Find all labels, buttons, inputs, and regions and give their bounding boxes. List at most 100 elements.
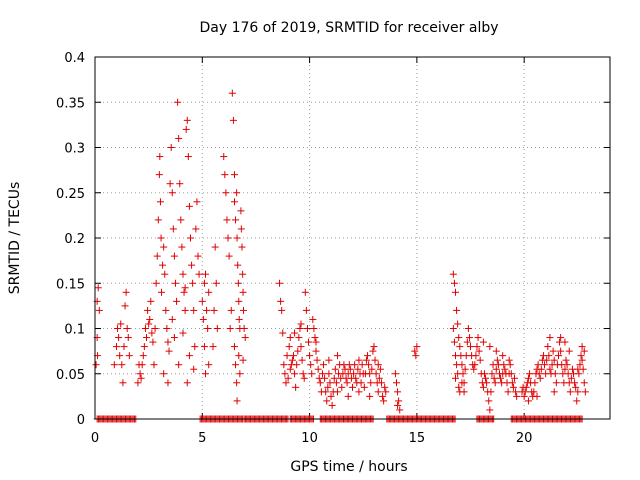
- data-point: [224, 234, 232, 242]
- data-point: [460, 388, 468, 396]
- data-point: [349, 383, 356, 391]
- data-point: [512, 388, 520, 396]
- data-point: [338, 383, 346, 391]
- data-point: [289, 352, 297, 360]
- data-point: [355, 356, 363, 364]
- data-point: [551, 370, 559, 378]
- data-point: [365, 361, 373, 369]
- data-point: [203, 306, 211, 314]
- data-point: [500, 361, 508, 369]
- data-point: [380, 397, 388, 405]
- data-point: [162, 306, 170, 314]
- data-point: [171, 279, 179, 287]
- data-point: [146, 315, 154, 323]
- data-point: [94, 284, 102, 292]
- data-point: [355, 388, 363, 396]
- data-point: [511, 374, 519, 382]
- data-point: [152, 279, 160, 287]
- data-point: [115, 334, 123, 342]
- chart-title: Day 176 of 2019, SRMTID for receiver alb…: [199, 20, 498, 36]
- data-point: [452, 374, 459, 382]
- data-point: [236, 370, 244, 378]
- data-point: [350, 370, 358, 378]
- data-point: [358, 361, 366, 369]
- data-point: [332, 379, 340, 387]
- y-tick-label: 0.35: [56, 96, 85, 111]
- data-point: [471, 361, 479, 369]
- data-point: [161, 270, 169, 278]
- data-point: [452, 352, 459, 360]
- data-point: [567, 374, 575, 382]
- data-point: [351, 361, 359, 369]
- data-point: [198, 297, 206, 305]
- data-point: [200, 279, 208, 287]
- data-point: [581, 388, 589, 396]
- data-point: [561, 338, 569, 346]
- data-point: [285, 343, 293, 351]
- x-tick-label: 15: [409, 431, 426, 446]
- data-point: [506, 361, 514, 369]
- data-point: [394, 401, 402, 409]
- data-point: [284, 374, 292, 382]
- data-point: [474, 334, 482, 342]
- data-point: [117, 320, 125, 328]
- x-tick-label: 0: [91, 431, 99, 446]
- data-point: [343, 379, 351, 387]
- data-point: [524, 397, 532, 405]
- data-point: [183, 379, 191, 387]
- data-point: [366, 392, 374, 400]
- data-point: [200, 343, 208, 351]
- data-point: [168, 315, 176, 323]
- data-point: [155, 171, 163, 179]
- data-point: [327, 392, 335, 400]
- data-point: [454, 370, 462, 378]
- data-point: [234, 261, 242, 269]
- data-point: [575, 370, 583, 378]
- data-point: [205, 288, 213, 296]
- data-point: [545, 352, 553, 360]
- data-point: [300, 374, 308, 382]
- data-point: [456, 343, 464, 351]
- data-point: [235, 352, 243, 360]
- data-point: [153, 252, 161, 260]
- data-point: [288, 356, 296, 364]
- data-point: [125, 352, 133, 360]
- data-point: [482, 374, 490, 382]
- data-point: [346, 365, 354, 373]
- data-point: [465, 334, 473, 342]
- data-point: [204, 325, 212, 332]
- data-point: [283, 352, 291, 360]
- data-point: [364, 352, 372, 360]
- data-point: [230, 171, 238, 179]
- data-point: [472, 352, 480, 360]
- data-point: [580, 379, 588, 387]
- data-point: [190, 306, 198, 314]
- data-point: [508, 379, 516, 387]
- data-point: [392, 379, 400, 387]
- data-point: [311, 334, 319, 342]
- data-point: [367, 379, 375, 387]
- data-point: [276, 279, 284, 287]
- data-point: [490, 374, 498, 382]
- data-point: [168, 189, 176, 197]
- data-point: [211, 243, 219, 251]
- data-point: [145, 320, 153, 328]
- data-point: [479, 383, 487, 391]
- data-points: [92, 89, 589, 423]
- x-tick-label: 20: [516, 431, 533, 446]
- data-point: [158, 288, 166, 296]
- data-point: [118, 361, 126, 369]
- data-point: [191, 343, 199, 351]
- data-point: [467, 343, 475, 351]
- data-point: [277, 297, 285, 305]
- data-point: [138, 361, 146, 369]
- data-point: [534, 361, 542, 369]
- data-point: [320, 361, 328, 369]
- data-point: [574, 388, 582, 396]
- data-point: [169, 225, 177, 233]
- axes: 0 0.05 0.1 0.15 0.2 0.25 0.3 0.35 0.4 0 5 10 15 20: [56, 51, 610, 446]
- data-point: [513, 392, 521, 400]
- data-point: [522, 383, 530, 391]
- data-point: [220, 153, 228, 161]
- data-point: [328, 401, 336, 409]
